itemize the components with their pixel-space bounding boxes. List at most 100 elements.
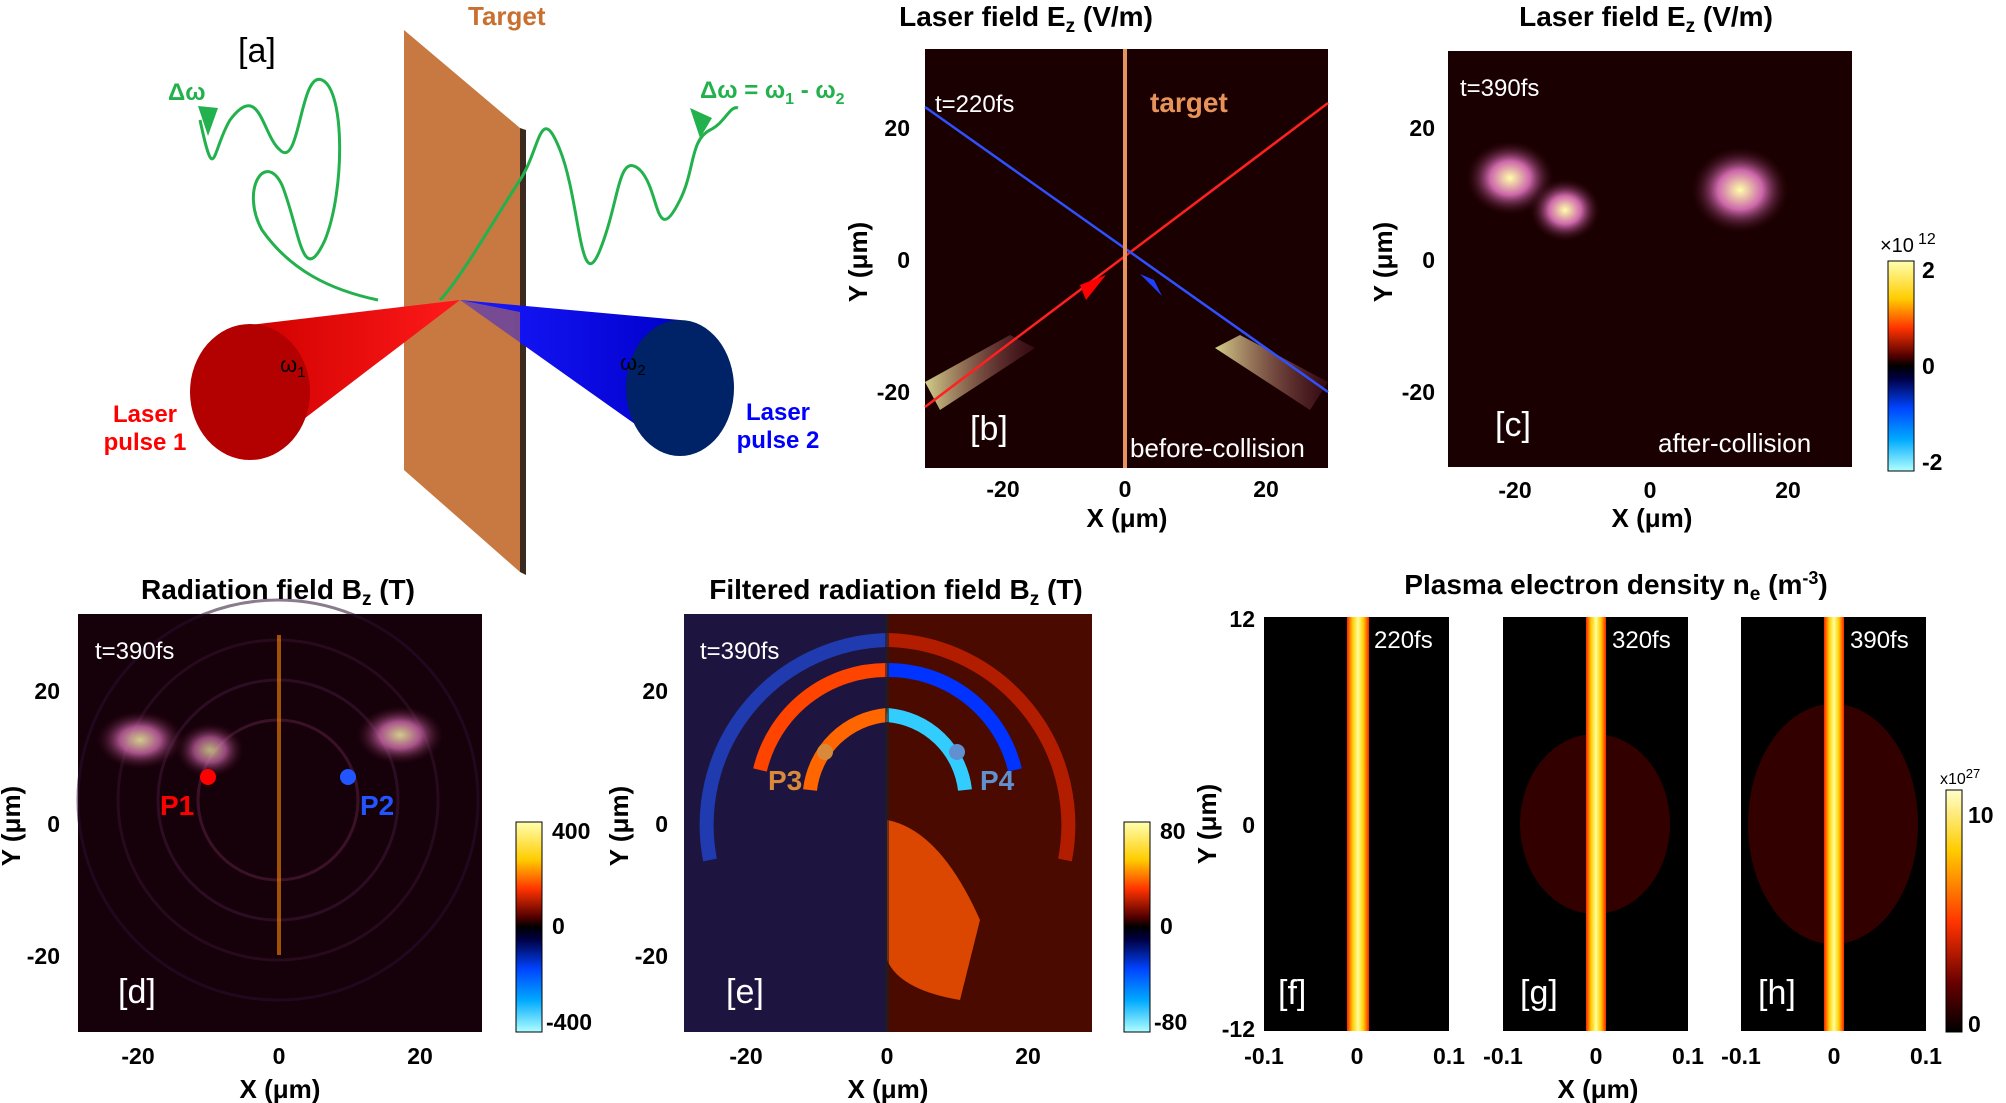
panel-e-colorbar <box>1123 821 1151 1033</box>
panel-b-tag: [b] <box>970 410 1008 448</box>
panel-d-tag: [d] <box>118 973 156 1011</box>
panel-e-xtick-2: 20 <box>1015 1043 1041 1069</box>
panel-fgh-cbar-tick-0: 10 <box>1968 802 1994 828</box>
panel-c-xlabel: X (μm) <box>1612 503 1693 533</box>
panel-e-cbar-tick-0: 80 <box>1160 818 1186 844</box>
panel-fgh-ytick-1: 0 <box>1242 812 1255 838</box>
left-wave <box>198 78 379 302</box>
panel-h-time: 390fs <box>1850 627 1909 654</box>
panel-e-center-line <box>885 614 889 1032</box>
panel-h-streak <box>1824 617 1844 1031</box>
panel-d-xtick-0: -20 <box>121 1043 154 1069</box>
panel-d-p1: P1 <box>160 790 194 821</box>
panel-e-time: t=390fs <box>700 638 779 665</box>
panel-c-time: t=390fs <box>1460 75 1539 102</box>
panel-fgh-colorbar <box>1945 789 1963 1033</box>
panel-e: Filtered radiation field Bz (T) P3 P4 t=… <box>604 574 1187 1103</box>
panel-d-ytick-2: -20 <box>27 943 60 969</box>
panel-g-xtick-2: 0.1 <box>1672 1043 1704 1069</box>
panel-c-note: after-collision <box>1658 428 1811 458</box>
panel-d-title: Radiation field Bz (T) <box>141 574 415 610</box>
panel-e-p4-marker <box>949 744 965 760</box>
panel-e-ytick-2: -20 <box>635 943 668 969</box>
panel-e-lower-lobe <box>887 820 980 1000</box>
panel-c-cbar-exp: ×10 12 <box>1880 231 1936 257</box>
panel-c-blob-2 <box>1529 178 1601 242</box>
panel-e-ytick-1: 0 <box>655 811 668 837</box>
panel-h-xtick-1: 0 <box>1828 1043 1841 1069</box>
panel-b-note: before-collision <box>1130 433 1305 463</box>
panel-e-ylabel: Y (μm) <box>604 786 634 866</box>
panel-d-ytick-0: 20 <box>34 678 60 704</box>
panel-fgh-cbar-exp: x1027 <box>1940 766 1980 788</box>
panel-e-arcs <box>699 633 1076 862</box>
panel-g-xtick-1: 0 <box>1590 1043 1603 1069</box>
laser2-label-l1: Laser <box>746 399 810 426</box>
panel-e-ytick-0: 20 <box>642 678 668 704</box>
laser1-label-l2: pulse 1 <box>104 429 187 456</box>
panel-c-title: Laser field Ez (V/m) <box>1519 1 1773 37</box>
panel-f-streak <box>1347 617 1369 1031</box>
right-wave-arrow <box>690 108 712 138</box>
panel-d-colorbar <box>515 821 543 1033</box>
panel-e-title: Filtered radiation field Bz (T) <box>709 574 1083 610</box>
panel-b: Laser field Ez (V/m) t=220fs target [b] … <box>843 1 1329 533</box>
panel-b-title: Laser field Ez (V/m) <box>899 1 1153 37</box>
panel-e-left-half <box>684 614 887 1032</box>
panel-g-tag: [g] <box>1520 974 1558 1012</box>
panel-e-xtick-1: 0 <box>881 1043 894 1069</box>
panel-fgh-title: Plasma electron density ne (m-3) <box>1404 568 1827 605</box>
panel-f-xtick-1: 0 <box>1351 1043 1364 1069</box>
panel-a-tag: [a] <box>238 32 276 70</box>
panel-e-cbar-tick-2: -80 <box>1154 1009 1187 1035</box>
panel-fgh-ylabel: Y (μm) <box>1192 784 1222 864</box>
panel-c-colorbar <box>1887 260 1915 472</box>
right-wave <box>438 106 739 302</box>
panel-c-xtick-1: 0 <box>1644 477 1657 503</box>
panel-d-cbar-tick-2: -400 <box>546 1009 592 1035</box>
panel-g: 320fs [g] <box>1503 617 1688 1031</box>
panel-f-time: 220fs <box>1374 627 1433 654</box>
laser2-label-l2: pulse 2 <box>737 427 820 454</box>
panel-g-xtick-0: -0.1 <box>1483 1043 1523 1069</box>
panel-b-ytick-2: -20 <box>877 379 910 405</box>
panel-h: 390fs [h] <box>1741 617 1926 1031</box>
panel-fgh-ytick-0: 12 <box>1229 606 1255 632</box>
panel-d-blob-right <box>355 705 445 765</box>
panel-c-ytick-0: 20 <box>1409 115 1435 141</box>
panel-f-xtick-0: -0.1 <box>1244 1043 1284 1069</box>
panel-b-xtick-2: 20 <box>1253 476 1279 502</box>
panel-b-target-text: target <box>1150 87 1228 118</box>
panel-h-xtick-2: 0.1 <box>1910 1043 1942 1069</box>
panel-h-tag: [h] <box>1758 974 1796 1012</box>
panel-d-xlabel: X (μm) <box>240 1074 321 1103</box>
panel-f-tag: [f] <box>1278 974 1306 1012</box>
omega2-label: ω2 <box>620 350 646 379</box>
panel-c-xtick-0: -20 <box>1498 477 1531 503</box>
panel-c-cbar-tick-0: 2 <box>1922 257 1935 283</box>
panel-g-streak <box>1586 617 1606 1031</box>
panel-b-time: t=220fs <box>935 91 1014 118</box>
panel-b-xlabel: X (μm) <box>1087 503 1168 533</box>
panel-e-tag: [e] <box>726 973 764 1011</box>
target-edge <box>520 128 526 575</box>
panel-e-p3: P3 <box>768 765 802 796</box>
panel-g-time: 320fs <box>1612 627 1671 654</box>
panel-fgh-ytick-2: -12 <box>1222 1016 1255 1042</box>
panel-b-beam-left <box>925 335 1035 410</box>
panel-b-ytick-1: 0 <box>897 247 910 273</box>
panel-f: 220fs [f] <box>1264 617 1449 1031</box>
panel-c-cbar-tick-1: 0 <box>1922 353 1935 379</box>
panel-c-tag: [c] <box>1495 406 1531 444</box>
panel-c-xtick-2: 20 <box>1775 477 1801 503</box>
panel-d-ytick-1: 0 <box>47 811 60 837</box>
panel-c-plot <box>1448 51 1852 467</box>
left-wave-arrow <box>198 106 218 136</box>
panel-b-ylabel: Y (μm) <box>843 222 873 302</box>
panel-c-blob-3 <box>1690 146 1790 234</box>
panel-d-p2-marker <box>340 769 356 785</box>
panel-d-ylabel: Y (μm) <box>0 786 26 866</box>
panel-b-beam-right <box>1215 335 1328 410</box>
omega1-label: ω1 <box>280 352 306 381</box>
